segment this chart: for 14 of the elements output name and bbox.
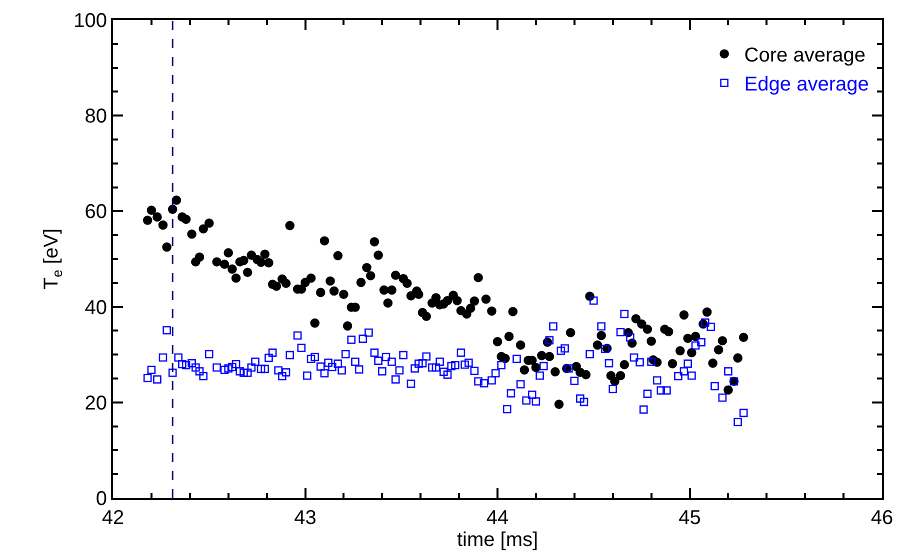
y-tick-label: 40 (84, 296, 107, 319)
y-tick-label: 20 (84, 392, 107, 414)
y-tick-label: 60 (84, 201, 107, 224)
x-tick-label: 46 (870, 507, 894, 529)
x-tick-label: 45 (678, 507, 701, 529)
y-tick-label: 100 (74, 10, 107, 32)
legend-label: Core average (744, 44, 866, 67)
x-tick-label: 42 (102, 507, 124, 529)
x-tick-label: 44 (486, 507, 509, 529)
x-tick-label: 43 (294, 507, 316, 529)
x-axis-title: time [ms] (456, 529, 538, 551)
legend-label: Edge average (744, 74, 869, 96)
y-tick-label: 80 (84, 106, 107, 128)
y-tick-label: 0 (96, 488, 107, 510)
